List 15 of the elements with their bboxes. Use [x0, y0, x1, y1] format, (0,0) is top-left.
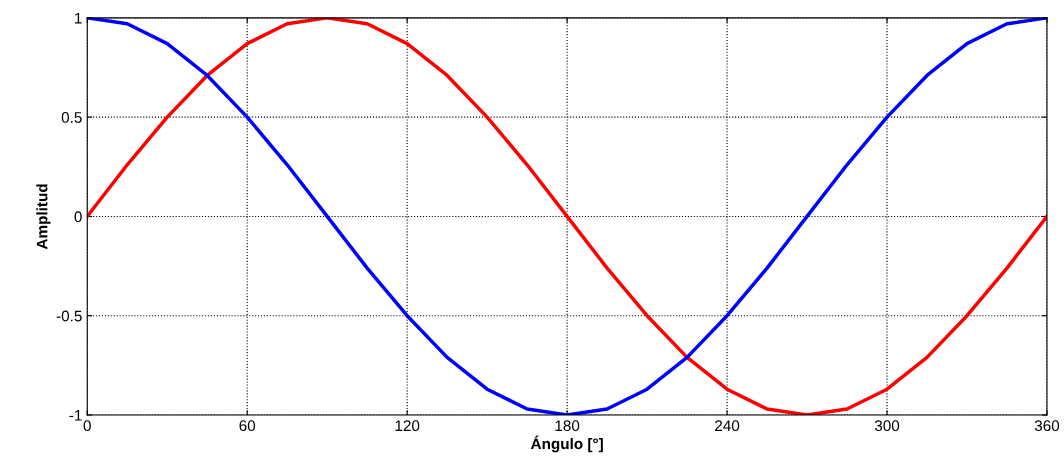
x-tick-label: 300 — [874, 420, 900, 432]
y-tick-label: 1 — [75, 12, 82, 24]
y-tick-label: -0.5 — [56, 310, 82, 322]
x-tick-label: 240 — [715, 420, 740, 432]
y-axis-title: Amplitud — [36, 184, 51, 250]
x-axis-title: Ángulo [°] — [530, 435, 603, 453]
line-series — [87, 17, 1047, 416]
x-tick-label: 120 — [395, 420, 420, 432]
x-tick-label: 360 — [1034, 420, 1060, 432]
x-tick-label: 60 — [239, 420, 256, 432]
y-tick-label: 0 — [74, 211, 82, 223]
y-tick-label: 0.5 — [61, 112, 82, 123]
y-tick-label: -1 — [69, 410, 82, 421]
x-tick-label: 180 — [555, 420, 580, 432]
x-tick-label: 0 — [83, 420, 91, 432]
